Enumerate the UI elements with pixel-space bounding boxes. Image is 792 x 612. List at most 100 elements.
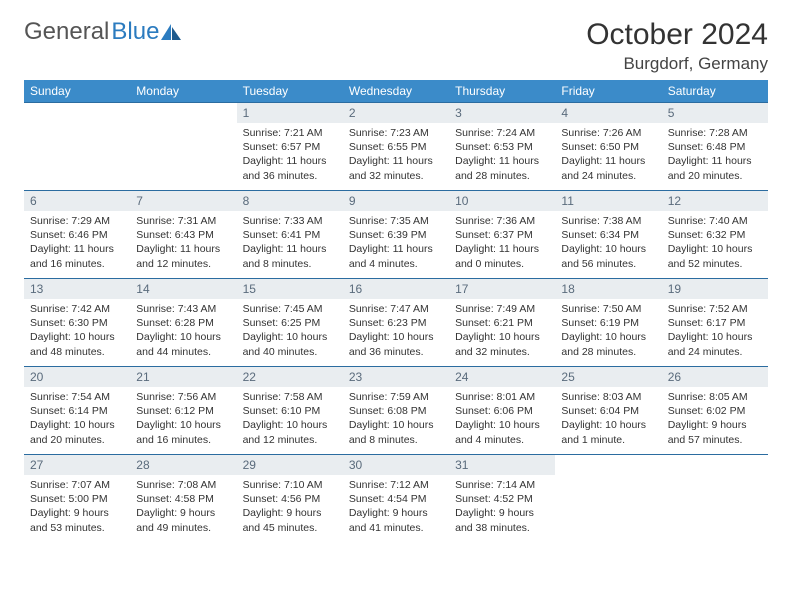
calendar-cell: 9 Sunrise: 7:35 AMSunset: 6:39 PMDaylight… <box>343 191 449 279</box>
day-detail: Sunrise: 7:52 AMSunset: 6:17 PMDaylight:… <box>662 299 768 363</box>
day-number: 1 <box>237 103 343 123</box>
day-number: 19 <box>662 279 768 299</box>
sunset-text: Sunset: 6:21 PM <box>455 316 549 330</box>
day-number: 6 <box>24 191 130 211</box>
daylight-text: Daylight: 10 hours and 16 minutes. <box>136 418 230 446</box>
day-number: 22 <box>237 367 343 387</box>
sunrise-text: Sunrise: 7:38 AM <box>561 214 655 228</box>
day-detail: Sunrise: 7:50 AMSunset: 6:19 PMDaylight:… <box>555 299 661 363</box>
calendar-cell: 10Sunrise: 7:36 AMSunset: 6:37 PMDayligh… <box>449 191 555 279</box>
sunrise-text: Sunrise: 7:54 AM <box>30 390 124 404</box>
calendar-cell: 13Sunrise: 7:42 AMSunset: 6:30 PMDayligh… <box>24 279 130 367</box>
sunrise-text: Sunrise: 7:52 AM <box>668 302 762 316</box>
calendar-cell <box>555 455 661 543</box>
logo-text-1: General <box>24 18 109 46</box>
calendar-cell: 19Sunrise: 7:52 AMSunset: 6:17 PMDayligh… <box>662 279 768 367</box>
calendar-cell: 7Sunrise: 7:31 AMSunset: 6:43 PMDaylight… <box>130 191 236 279</box>
day-detail: Sunrise: 7:29 AMSunset: 6:46 PMDaylight:… <box>24 211 130 275</box>
day-number: 14 <box>130 279 236 299</box>
day-detail: Sunrise: 7:08 AMSunset: 4:58 PMDaylight:… <box>130 475 236 539</box>
sunset-text: Sunset: 6:48 PM <box>668 140 762 154</box>
sunset-text: Sunset: 6:50 PM <box>561 140 655 154</box>
daylight-text: Daylight: 11 hours and 36 minutes. <box>243 154 337 182</box>
sunrise-text: Sunrise: 7:59 AM <box>349 390 443 404</box>
day-detail: Sunrise: 7:38 AMSunset: 6:34 PMDaylight:… <box>555 211 661 275</box>
calendar-cell: 16Sunrise: 7:47 AMSunset: 6:23 PMDayligh… <box>343 279 449 367</box>
calendar-cell: 15Sunrise: 7:45 AMSunset: 6:25 PMDayligh… <box>237 279 343 367</box>
logo-text-2: Blue <box>111 18 159 46</box>
calendar-cell: 25Sunrise: 8:03 AMSunset: 6:04 PMDayligh… <box>555 367 661 455</box>
calendar-cell: 12Sunrise: 7:40 AMSunset: 6:32 PMDayligh… <box>662 191 768 279</box>
logo: GeneralBlue <box>24 18 181 46</box>
day-number: 13 <box>24 279 130 299</box>
calendar-row: 1Sunrise: 7:21 AMSunset: 6:57 PMDaylight… <box>24 103 768 191</box>
weekday-header: Monday <box>130 80 236 103</box>
calendar-cell <box>130 103 236 191</box>
sunset-text: Sunset: 6:14 PM <box>30 404 124 418</box>
sunrise-text: Sunrise: 7:24 AM <box>455 126 549 140</box>
sunset-text: Sunset: 6:12 PM <box>136 404 230 418</box>
sunset-text: Sunset: 6:34 PM <box>561 228 655 242</box>
sunrise-text: Sunrise: 7:12 AM <box>349 478 443 492</box>
calendar-cell: 29Sunrise: 7:10 AMSunset: 4:56 PMDayligh… <box>237 455 343 543</box>
sunrise-text: Sunrise: 7:35 AM <box>349 214 443 228</box>
day-detail: Sunrise: 8:03 AMSunset: 6:04 PMDaylight:… <box>555 387 661 451</box>
calendar-cell: 21Sunrise: 7:56 AMSunset: 6:12 PMDayligh… <box>130 367 236 455</box>
day-detail: Sunrise: 7:14 AMSunset: 4:52 PMDaylight:… <box>449 475 555 539</box>
calendar-cell: 2Sunrise: 7:23 AMSunset: 6:55 PMDaylight… <box>343 103 449 191</box>
day-number: 23 <box>343 367 449 387</box>
sunset-text: Sunset: 6:23 PM <box>349 316 443 330</box>
day-detail: Sunrise: 8:01 AMSunset: 6:06 PMDaylight:… <box>449 387 555 451</box>
daylight-text: Daylight: 11 hours and 12 minutes. <box>136 242 230 270</box>
day-number: 28 <box>130 455 236 475</box>
day-detail: Sunrise: 7:33 AMSunset: 6:41 PMDaylight:… <box>237 211 343 275</box>
calendar-cell: 26Sunrise: 8:05 AMSunset: 6:02 PMDayligh… <box>662 367 768 455</box>
sunrise-text: Sunrise: 7:58 AM <box>243 390 337 404</box>
sunset-text: Sunset: 4:56 PM <box>243 492 337 506</box>
sunrise-text: Sunrise: 7:56 AM <box>136 390 230 404</box>
sunset-text: Sunset: 6:04 PM <box>561 404 655 418</box>
day-detail: Sunrise: 7:24 AMSunset: 6:53 PMDaylight:… <box>449 123 555 187</box>
day-detail: Sunrise: 7:58 AMSunset: 6:10 PMDaylight:… <box>237 387 343 451</box>
day-number: 24 <box>449 367 555 387</box>
sunrise-text: Sunrise: 7:28 AM <box>668 126 762 140</box>
sunrise-text: Sunrise: 7:49 AM <box>455 302 549 316</box>
calendar-row: 13Sunrise: 7:42 AMSunset: 6:30 PMDayligh… <box>24 279 768 367</box>
calendar-cell: 8Sunrise: 7:33 AMSunset: 6:41 PMDaylight… <box>237 191 343 279</box>
day-detail: Sunrise: 7:42 AMSunset: 6:30 PMDaylight:… <box>24 299 130 363</box>
sunset-text: Sunset: 6:46 PM <box>30 228 124 242</box>
weekday-header: Saturday <box>662 80 768 103</box>
daylight-text: Daylight: 10 hours and 28 minutes. <box>561 330 655 358</box>
day-number: 11 <box>555 191 661 211</box>
daylight-text: Daylight: 10 hours and 24 minutes. <box>668 330 762 358</box>
day-number: 27 <box>24 455 130 475</box>
sunset-text: Sunset: 6:25 PM <box>243 316 337 330</box>
daylight-text: Daylight: 11 hours and 24 minutes. <box>561 154 655 182</box>
daylight-text: Daylight: 9 hours and 45 minutes. <box>243 506 337 534</box>
sunrise-text: Sunrise: 7:14 AM <box>455 478 549 492</box>
sunrise-text: Sunrise: 7:08 AM <box>136 478 230 492</box>
calendar-cell: 31Sunrise: 7:14 AMSunset: 4:52 PMDayligh… <box>449 455 555 543</box>
sunset-text: Sunset: 6:10 PM <box>243 404 337 418</box>
sunrise-text: Sunrise: 7:21 AM <box>243 126 337 140</box>
daylight-text: Daylight: 11 hours and 20 minutes. <box>668 154 762 182</box>
sunset-text: Sunset: 6:39 PM <box>349 228 443 242</box>
daylight-text: Daylight: 11 hours and 16 minutes. <box>30 242 124 270</box>
calendar-row: 27Sunrise: 7:07 AMSunset: 5:00 PMDayligh… <box>24 455 768 543</box>
sunset-text: Sunset: 6:08 PM <box>349 404 443 418</box>
weekday-header: Tuesday <box>237 80 343 103</box>
sunrise-text: Sunrise: 7:23 AM <box>349 126 443 140</box>
sunset-text: Sunset: 6:32 PM <box>668 228 762 242</box>
calendar-cell: 22Sunrise: 7:58 AMSunset: 6:10 PMDayligh… <box>237 367 343 455</box>
header: GeneralBlue October 2024 Burgdorf, Germa… <box>24 18 768 74</box>
location: Burgdorf, Germany <box>586 54 768 74</box>
day-number: 9 <box>343 191 449 211</box>
calendar-cell: 27Sunrise: 7:07 AMSunset: 5:00 PMDayligh… <box>24 455 130 543</box>
daylight-text: Daylight: 11 hours and 4 minutes. <box>349 242 443 270</box>
calendar-cell: 5Sunrise: 7:28 AMSunset: 6:48 PMDaylight… <box>662 103 768 191</box>
day-number: 25 <box>555 367 661 387</box>
day-number: 12 <box>662 191 768 211</box>
calendar-cell <box>662 455 768 543</box>
day-detail: Sunrise: 7:47 AMSunset: 6:23 PMDaylight:… <box>343 299 449 363</box>
logo-sail-icon <box>161 24 181 40</box>
